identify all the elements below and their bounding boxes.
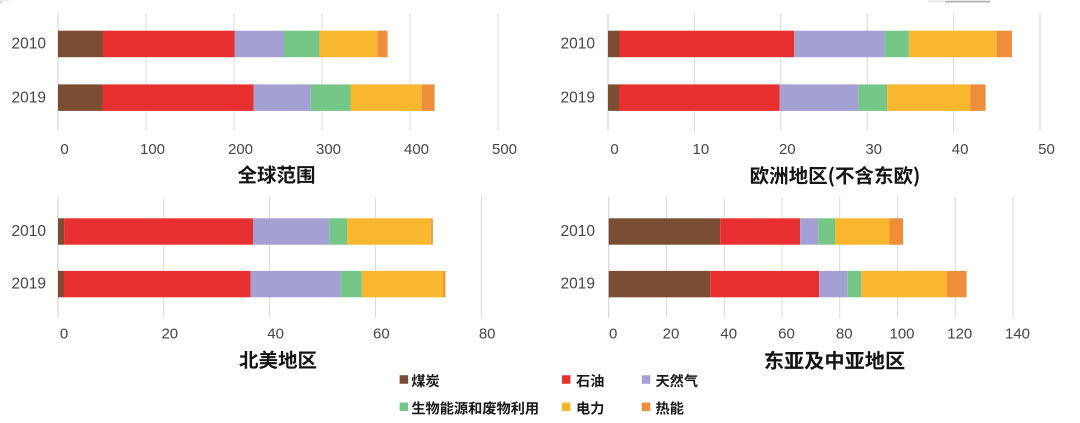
- svg-text:40: 40: [267, 325, 284, 342]
- svg-text:0: 0: [60, 141, 68, 158]
- svg-text:2010: 2010: [561, 223, 596, 240]
- svg-text:20: 20: [161, 325, 178, 342]
- svg-text:2010: 2010: [12, 36, 47, 53]
- svg-text:20: 20: [663, 325, 680, 342]
- svg-text:2019: 2019: [12, 276, 46, 293]
- svg-text:60: 60: [373, 325, 390, 342]
- svg-text:500: 500: [492, 141, 517, 158]
- svg-text:200: 200: [228, 141, 253, 158]
- svg-text:40: 40: [720, 325, 737, 342]
- svg-text:300: 300: [316, 141, 341, 158]
- svg-text:20: 20: [779, 141, 796, 158]
- svg-text:100: 100: [889, 325, 914, 342]
- svg-text:30: 30: [865, 141, 882, 158]
- svg-text:0: 0: [609, 325, 617, 342]
- svg-text:140: 140: [1005, 325, 1030, 342]
- svg-text:2019: 2019: [561, 276, 595, 293]
- svg-text:2010: 2010: [561, 36, 596, 53]
- svg-text:400: 400: [404, 141, 429, 158]
- svg-text:80: 80: [479, 325, 496, 342]
- svg-text:0: 0: [60, 325, 68, 342]
- svg-text:120: 120: [947, 325, 972, 342]
- svg-text:60: 60: [778, 325, 795, 342]
- svg-text:2010: 2010: [12, 223, 47, 240]
- svg-text:100: 100: [140, 141, 165, 158]
- svg-text:10: 10: [693, 141, 710, 158]
- svg-text:50: 50: [1038, 141, 1055, 158]
- svg-text:0: 0: [610, 141, 618, 158]
- svg-text:2019: 2019: [12, 89, 46, 106]
- svg-text:80: 80: [836, 325, 853, 342]
- svg-text:40: 40: [952, 141, 969, 158]
- svg-text:2019: 2019: [561, 89, 595, 106]
